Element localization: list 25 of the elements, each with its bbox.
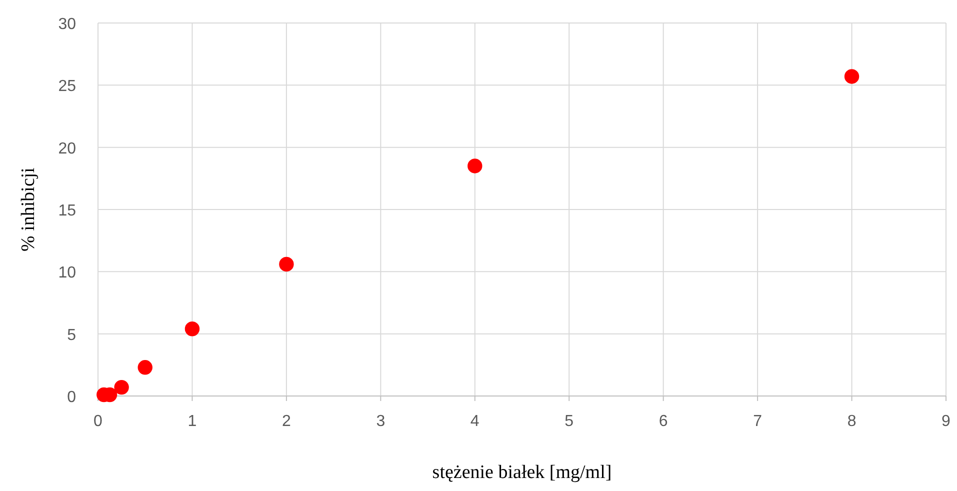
x-axis-title: stężenie białek [mg/ml] bbox=[432, 462, 612, 483]
y-axis-title: % inhibicji bbox=[18, 168, 39, 252]
y-tick-label: 10 bbox=[58, 264, 76, 282]
x-tick-label: 7 bbox=[753, 413, 762, 430]
point bbox=[468, 158, 482, 174]
x-tick-label: 3 bbox=[376, 413, 386, 430]
x-tick-label: 6 bbox=[658, 413, 668, 430]
point bbox=[184, 322, 200, 336]
x-tick-label: 8 bbox=[847, 413, 856, 430]
x-tick-label: 4 bbox=[470, 413, 480, 430]
y-tick-label: 30 bbox=[58, 16, 76, 33]
point bbox=[114, 380, 129, 395]
y-tick-label: 5 bbox=[67, 326, 76, 344]
y-tick-label: 25 bbox=[58, 78, 76, 96]
point bbox=[279, 256, 294, 272]
y-tick-label: 15 bbox=[58, 202, 76, 220]
y-tick-label: 0 bbox=[67, 389, 76, 406]
x-tick-label: 2 bbox=[282, 413, 291, 430]
point bbox=[138, 360, 152, 375]
y-tick-label: 20 bbox=[58, 140, 76, 158]
x-tick-label: 0 bbox=[94, 413, 103, 430]
point bbox=[844, 69, 860, 84]
x-tick-label: 5 bbox=[564, 413, 574, 430]
x-tick-label: 9 bbox=[942, 413, 951, 430]
x-tick-label: 1 bbox=[188, 413, 197, 430]
